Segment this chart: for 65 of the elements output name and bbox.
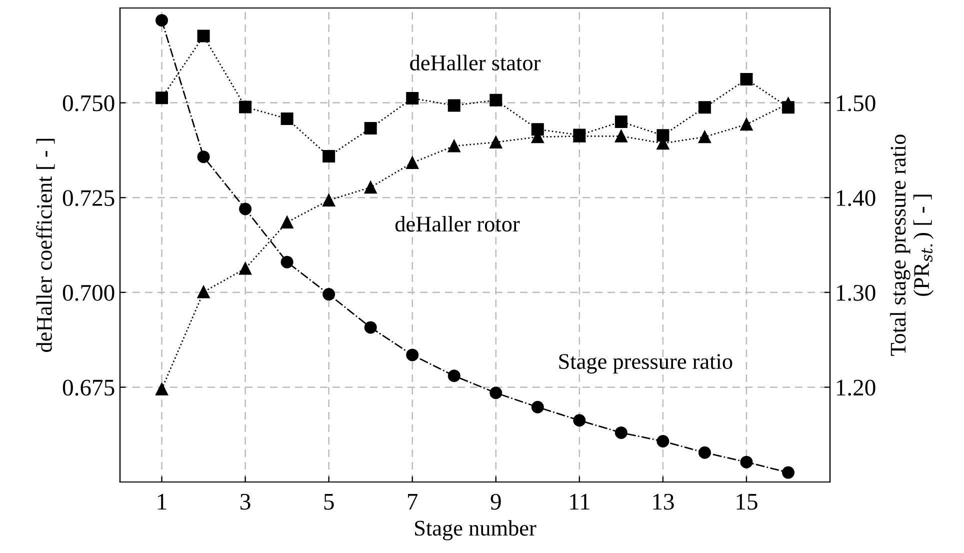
point <box>614 116 628 128</box>
series-label: deHaller stator <box>410 54 541 70</box>
y-tick-label: 0.725 <box>62 190 114 206</box>
y-tick-label: 0.750 <box>62 95 114 112</box>
point <box>156 92 168 104</box>
point <box>698 130 711 144</box>
x-tick-label: 9 <box>490 494 501 510</box>
point <box>448 370 460 382</box>
x-tick-label: 11 <box>570 494 590 510</box>
point <box>197 150 210 164</box>
point <box>531 123 544 136</box>
point <box>490 386 502 400</box>
x-axis-title: Stage number <box>415 520 536 540</box>
point <box>197 286 210 298</box>
point <box>156 14 168 27</box>
y-tick-label: 0.675 <box>62 380 114 396</box>
point <box>448 99 460 112</box>
y2-axis-title: Total stage pressure ratio (PR$_{st.}$) [ - ] <box>890 134 934 356</box>
point <box>406 348 419 362</box>
x-tick-label: 15 <box>736 494 758 510</box>
y-tick-label: 0.700 <box>62 284 114 301</box>
point <box>656 434 670 448</box>
point <box>698 101 711 114</box>
point <box>322 150 336 163</box>
point <box>239 202 252 216</box>
point <box>406 156 419 169</box>
point <box>531 400 544 414</box>
point <box>782 466 794 479</box>
point <box>280 256 294 268</box>
y2-tick-label: 1.20 <box>836 380 876 396</box>
point <box>656 129 670 142</box>
point <box>239 100 252 114</box>
y2-tick-label: 1.30 <box>836 284 876 301</box>
series-label: Stage pressure ratio <box>559 354 732 374</box>
point <box>322 194 336 207</box>
x-tick-label: 5 <box>324 494 334 510</box>
point <box>490 136 502 148</box>
point <box>614 130 628 142</box>
y2-tick-label: 1.40 <box>836 190 876 206</box>
point <box>280 112 294 125</box>
y-axis-title: deHaller coefficient [ - ] <box>36 138 55 352</box>
point <box>197 30 210 42</box>
point <box>782 101 794 114</box>
series-label: deHaller rotor <box>395 216 520 232</box>
point <box>156 382 168 396</box>
x-tick-label: 3 <box>240 494 250 510</box>
point <box>490 94 502 106</box>
point <box>364 321 377 334</box>
point <box>280 216 294 228</box>
x-tick-label: 13 <box>653 494 674 510</box>
point <box>573 414 586 427</box>
point <box>239 262 252 275</box>
point <box>698 446 711 459</box>
point <box>740 118 753 131</box>
x-tick-label: 1 <box>158 494 166 510</box>
point <box>364 122 377 134</box>
x-tick-label: 7 <box>408 494 418 510</box>
point <box>740 73 753 86</box>
point <box>448 140 460 152</box>
point <box>364 181 377 194</box>
y2-tick-label: 1.50 <box>836 95 876 112</box>
point <box>614 426 628 439</box>
point <box>740 456 753 468</box>
point <box>322 288 336 301</box>
point <box>406 92 419 104</box>
